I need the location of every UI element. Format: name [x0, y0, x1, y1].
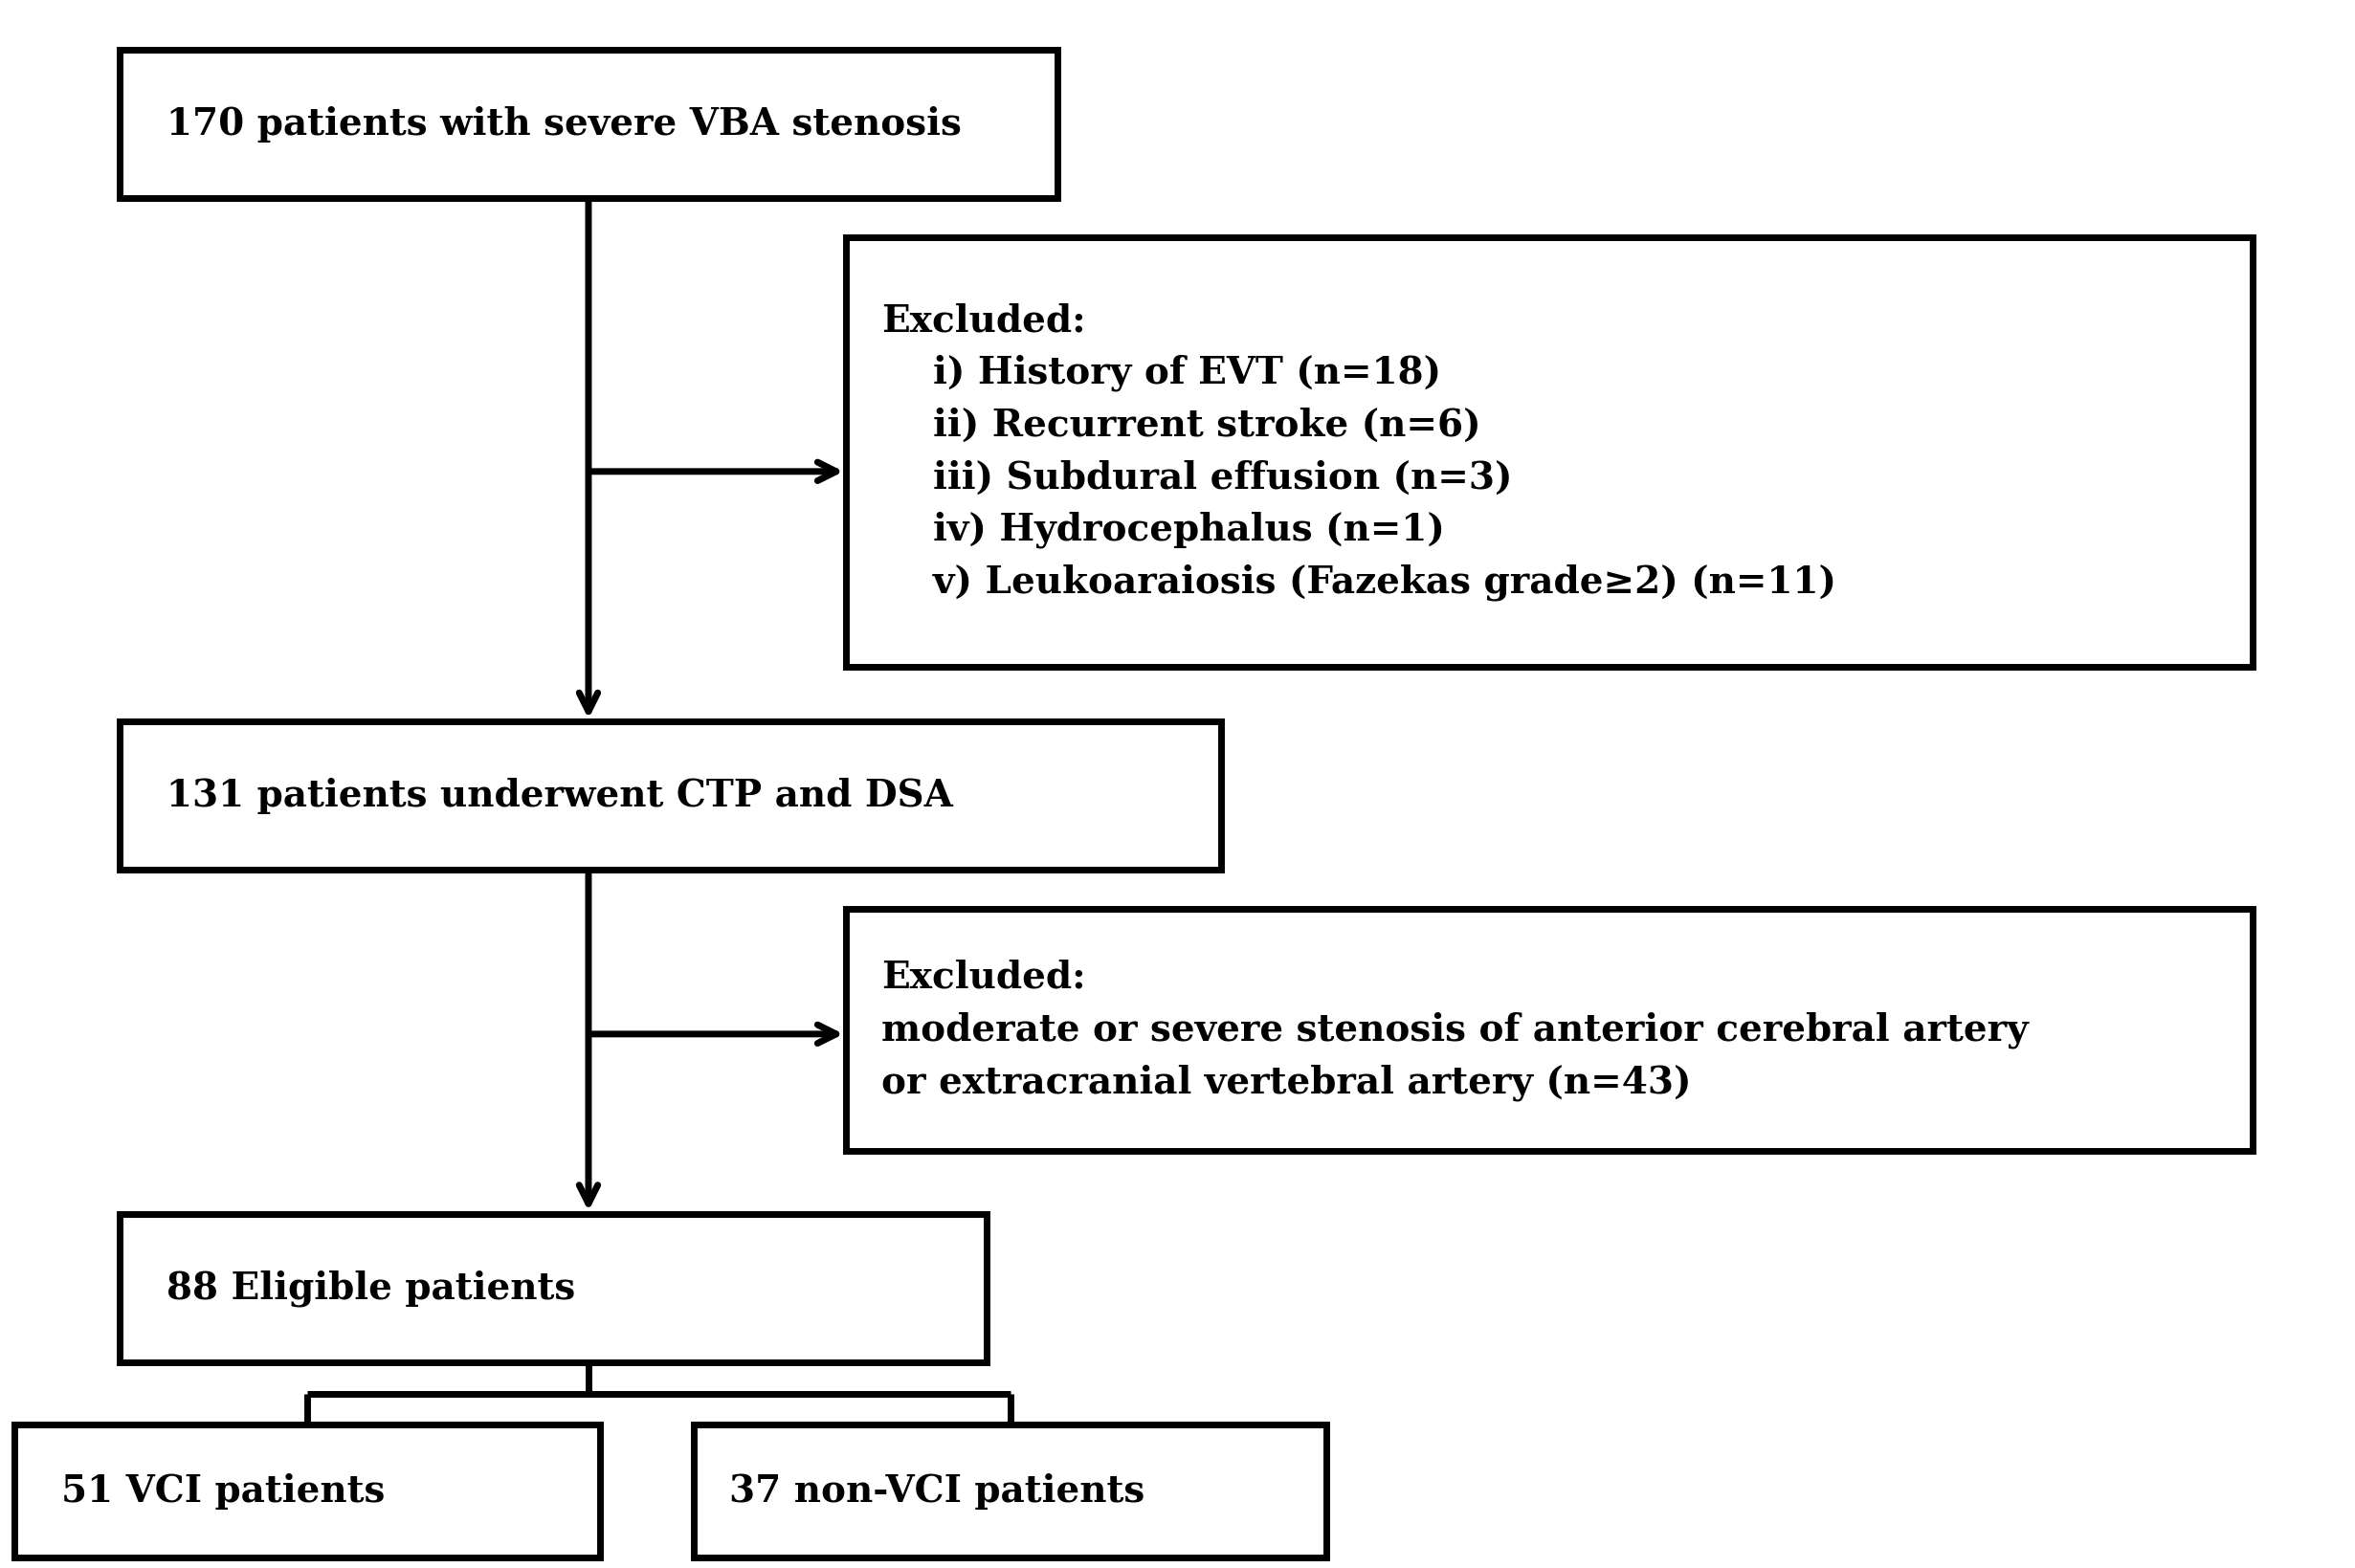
FancyBboxPatch shape [120, 50, 1057, 198]
Text: Excluded:
    i) History of EVT (n=18)
    ii) Recurrent stroke (n=6)
    iii) S: Excluded: i) History of EVT (n=18) ii) R… [881, 303, 1837, 601]
FancyBboxPatch shape [14, 1425, 601, 1557]
Text: 88 Eligible patients: 88 Eligible patients [167, 1270, 575, 1306]
Text: 131 patients underwent CTP and DSA: 131 patients underwent CTP and DSA [167, 778, 954, 814]
Text: 51 VCI patients: 51 VCI patients [61, 1472, 384, 1510]
Text: 37 non-VCI patients: 37 non-VCI patients [730, 1472, 1145, 1510]
Text: 170 patients with severe VBA stenosis: 170 patients with severe VBA stenosis [167, 107, 961, 143]
FancyBboxPatch shape [695, 1425, 1326, 1557]
FancyBboxPatch shape [845, 909, 2251, 1151]
FancyBboxPatch shape [120, 1214, 987, 1363]
FancyBboxPatch shape [120, 721, 1222, 870]
Text: Excluded:
moderate or severe stenosis of anterior cerebral artery
or extracrania: Excluded: moderate or severe stenosis of… [881, 960, 2028, 1101]
FancyBboxPatch shape [845, 237, 2251, 666]
